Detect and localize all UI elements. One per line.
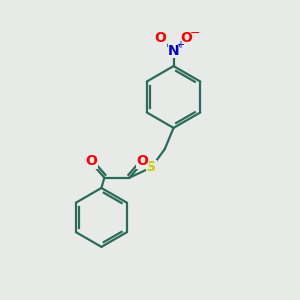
Text: O: O	[136, 154, 148, 168]
Text: S: S	[146, 160, 157, 174]
Text: O: O	[155, 32, 167, 46]
Text: −: −	[190, 27, 200, 40]
Text: +: +	[176, 40, 184, 50]
Text: O: O	[181, 32, 192, 46]
Text: O: O	[85, 154, 97, 168]
Text: N: N	[168, 44, 179, 58]
